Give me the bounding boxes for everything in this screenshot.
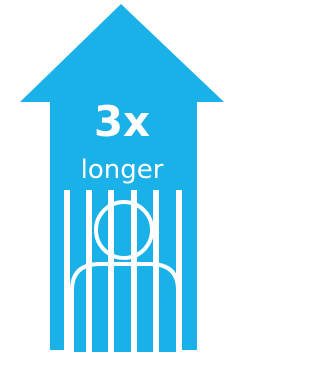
- bar-gap: [86, 190, 92, 352]
- subtitle: longer: [81, 155, 164, 185]
- bar-gap: [64, 190, 70, 352]
- bar-gap: [153, 190, 159, 352]
- person-head: [96, 202, 152, 258]
- bar-gap: [108, 190, 114, 352]
- bar-gap: [176, 190, 182, 352]
- bar-gap: [131, 190, 137, 352]
- headline: 3x: [94, 97, 150, 146]
- roof: [20, 4, 224, 102]
- page: 3x longer (() => { const data = JSON.par…: [0, 0, 243, 368]
- infographic: 3x longer: [0, 0, 243, 368]
